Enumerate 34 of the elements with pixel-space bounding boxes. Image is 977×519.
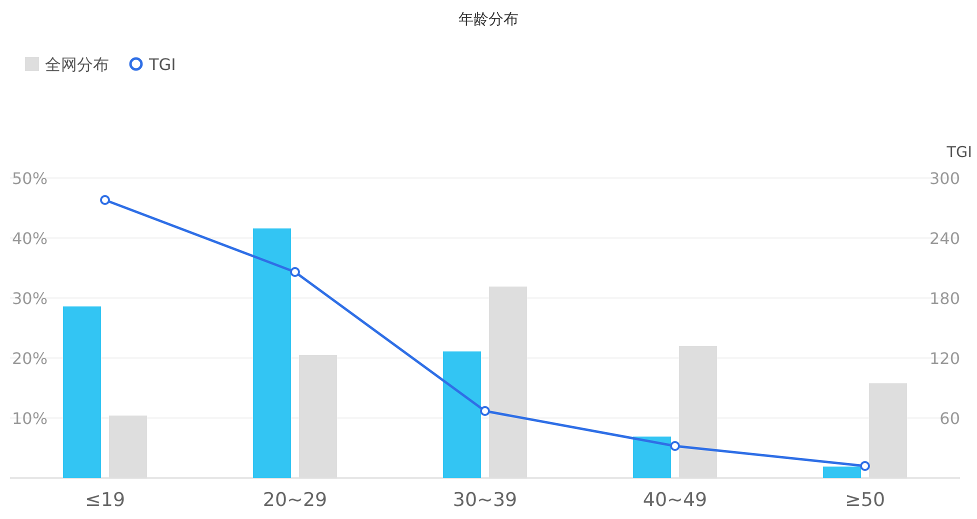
x-tick-label: 40~49	[642, 489, 708, 511]
bar	[823, 466, 861, 478]
x-tick-label: 20~29	[262, 489, 328, 511]
point	[100, 195, 110, 205]
y2-tick-label: 180	[929, 289, 960, 308]
y-tick-label: 30%	[12, 289, 48, 308]
y2-tick-label: 60	[940, 409, 960, 428]
bar	[253, 228, 291, 478]
bar	[443, 351, 481, 478]
bar	[489, 286, 527, 478]
bar	[679, 346, 717, 478]
y2-axis-title: TGI	[946, 143, 972, 161]
legend-label: TGI	[148, 55, 176, 74]
point	[860, 461, 870, 471]
y-tick-label: 40%	[12, 229, 48, 248]
y-tick-label: 50%	[12, 169, 48, 188]
y2-tick-label: 240	[929, 229, 960, 248]
y-tick-label: 20%	[12, 349, 48, 368]
bar	[109, 416, 147, 478]
x-tick-label: 30~39	[452, 489, 518, 511]
bar	[633, 436, 671, 478]
y2-tick-label: 120	[929, 349, 960, 368]
bar	[869, 383, 907, 478]
bar	[299, 355, 337, 478]
bar	[63, 306, 101, 478]
chart-title: 年龄分布	[458, 10, 518, 28]
x-tick-label: ≥50	[844, 489, 886, 511]
x-tick-label: ≤19	[84, 489, 126, 511]
legend-label: 全网分布	[45, 55, 109, 74]
y2-tick-label: 300	[929, 169, 960, 188]
point	[670, 441, 680, 451]
y-tick-label: 10%	[12, 409, 48, 428]
point	[480, 406, 490, 416]
point	[290, 267, 300, 277]
